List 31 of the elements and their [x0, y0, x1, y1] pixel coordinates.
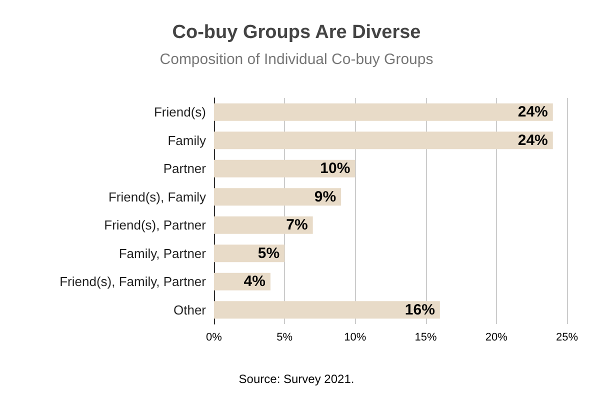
y-tick-label: Friend(s), Family, Partner — [60, 274, 207, 290]
data-label: 4% — [244, 273, 266, 290]
y-tick-label: Friend(s), Partner — [104, 218, 207, 233]
x-tick-label: 15% — [414, 332, 438, 344]
data-label: 24% — [518, 104, 548, 121]
data-label: 16% — [404, 301, 435, 318]
chart-title: Co-buy Groups Are Diverse — [172, 22, 421, 43]
x-tick-label: 20% — [485, 332, 508, 344]
bar — [214, 216, 313, 234]
y-tick-label: Partner — [163, 161, 207, 176]
bar — [214, 301, 440, 319]
y-tick-label: Family, Partner — [118, 246, 207, 261]
data-label: 7% — [286, 216, 308, 234]
bar — [214, 160, 356, 178]
source-note: Source: Survey 2021. — [238, 372, 354, 386]
y-tick-label: Friend(s), Family — [108, 189, 206, 204]
data-label: 5% — [258, 244, 280, 262]
x-tick-label: 25% — [556, 332, 578, 344]
y-tick-label: Friend(s) — [154, 104, 206, 120]
bar — [214, 132, 553, 150]
y-tick-label: Other — [173, 302, 207, 318]
bar — [214, 188, 342, 206]
data-label: 10% — [320, 160, 350, 178]
data-label: 9% — [314, 188, 336, 206]
x-tick-label: 0% — [206, 332, 222, 344]
bar — [214, 103, 553, 121]
x-tick-label: 5% — [276, 332, 293, 344]
y-tick-label: Family — [168, 132, 206, 148]
x-tick-label: 10% — [344, 332, 366, 344]
chart-subtitle: Composition of Individual Co-buy Groups — [160, 51, 434, 68]
data-label: 24% — [518, 132, 548, 149]
